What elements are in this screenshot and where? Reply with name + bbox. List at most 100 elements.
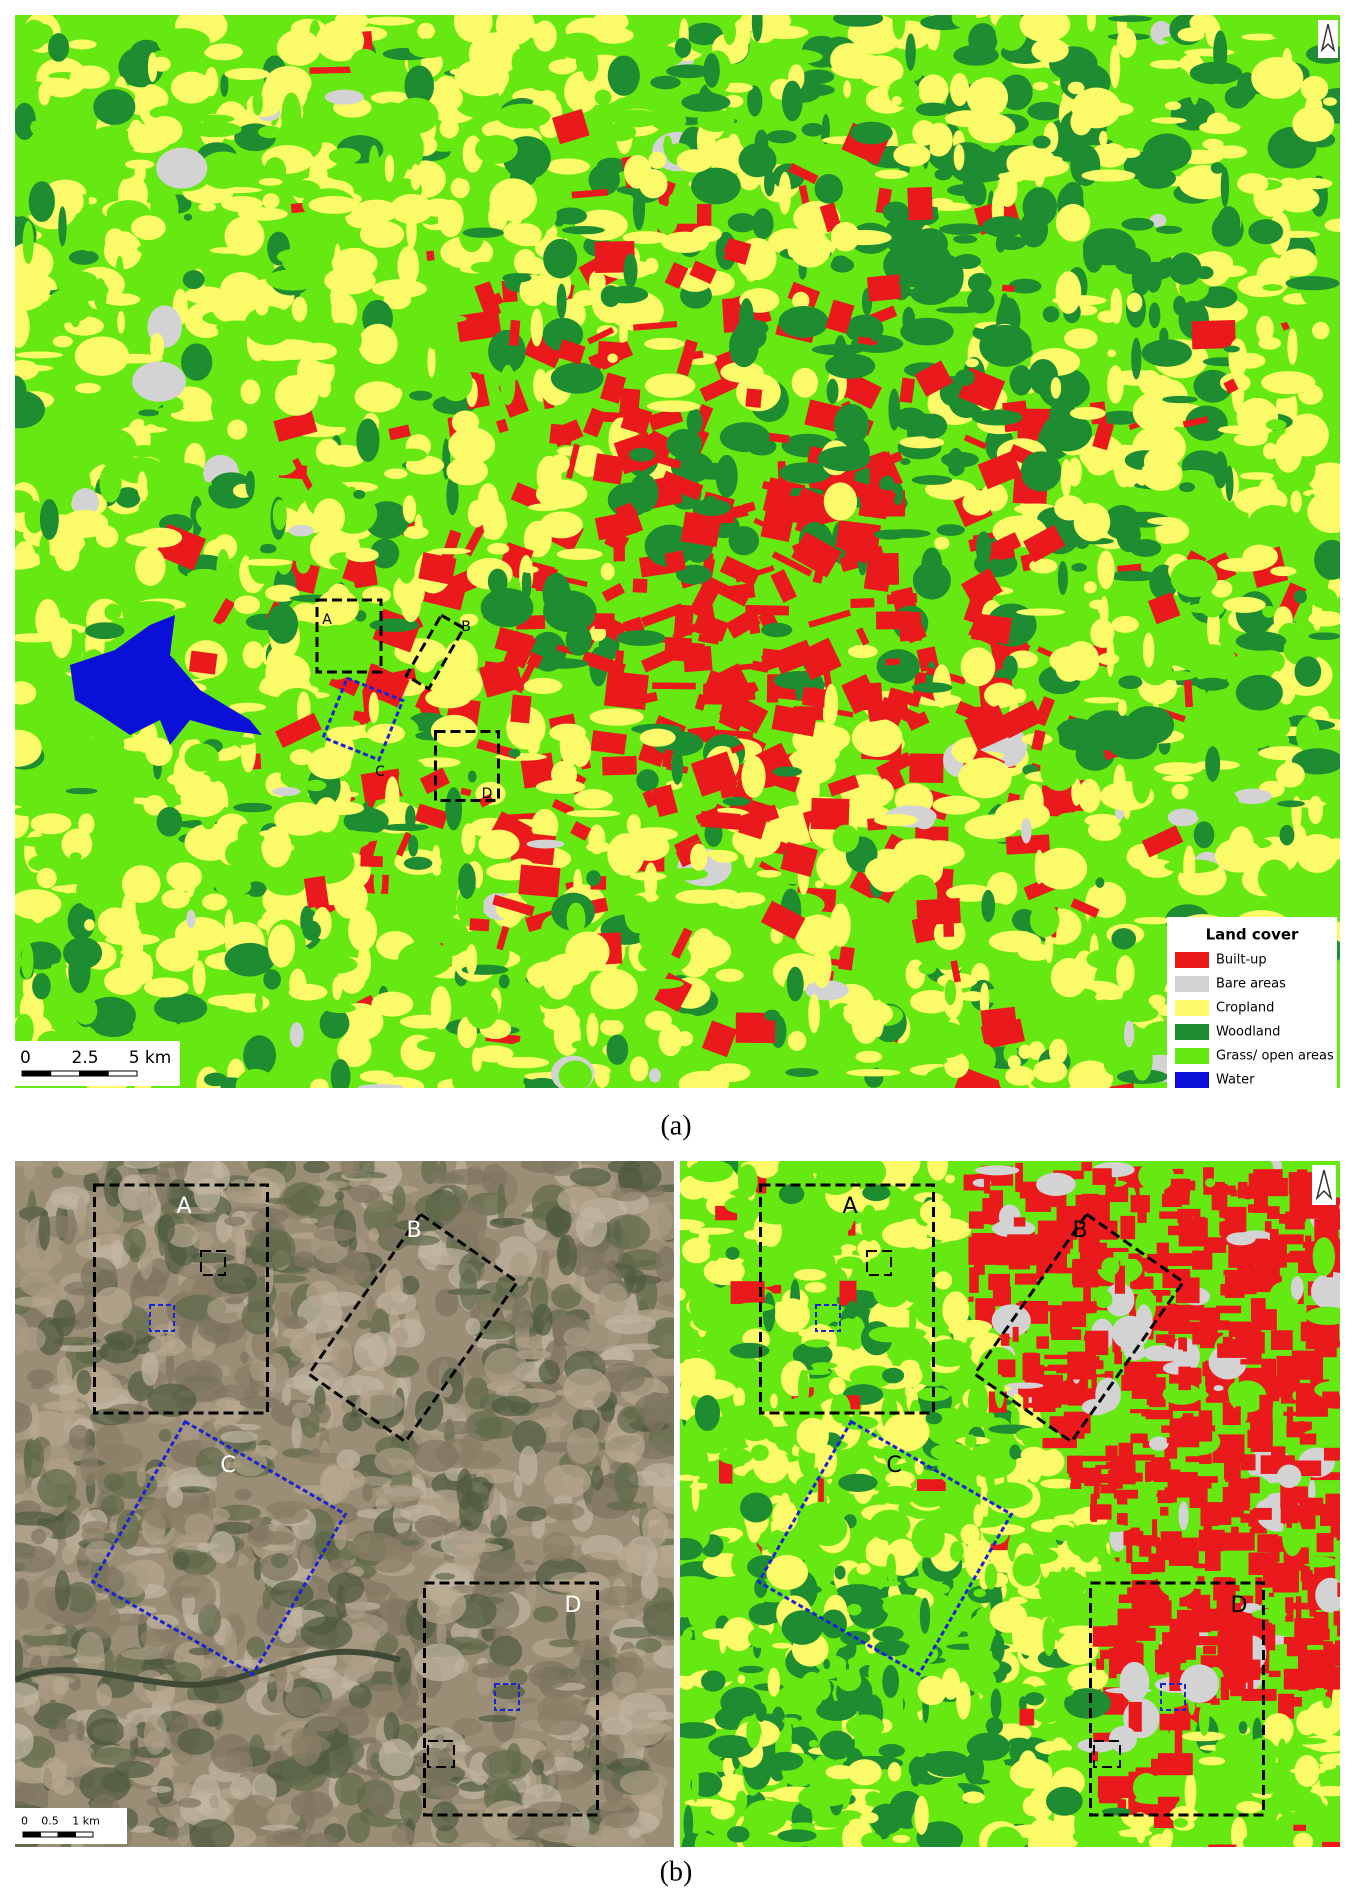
land-patch bbox=[1236, 15, 1266, 25]
ground-patch bbox=[568, 1244, 603, 1278]
land-patch bbox=[691, 225, 722, 243]
land-patch bbox=[328, 147, 361, 165]
ground-patch bbox=[542, 1161, 579, 1177]
land-patch bbox=[414, 514, 423, 539]
land-patch bbox=[202, 1046, 239, 1062]
ground-patch bbox=[601, 1716, 633, 1735]
ground-patch bbox=[566, 1427, 599, 1465]
land-patch bbox=[143, 954, 154, 985]
ground-patch bbox=[106, 1331, 134, 1351]
land-patch bbox=[1133, 916, 1172, 925]
land-patch bbox=[1316, 285, 1335, 324]
ground-patch bbox=[18, 1629, 62, 1637]
land-patch bbox=[128, 119, 145, 149]
ground-patch bbox=[458, 1490, 484, 1532]
ground-patch bbox=[283, 1316, 308, 1330]
land-patch bbox=[918, 74, 949, 107]
ground-patch bbox=[647, 1711, 674, 1721]
land-patch bbox=[565, 624, 592, 656]
ground-patch bbox=[545, 1208, 572, 1238]
land-patch bbox=[1224, 86, 1250, 109]
ground-patch bbox=[103, 1473, 125, 1492]
land-patch bbox=[330, 1059, 351, 1088]
ground-patch bbox=[548, 1639, 581, 1648]
land-patch bbox=[844, 314, 884, 344]
ground-patch bbox=[253, 1559, 262, 1581]
land-patch bbox=[778, 171, 792, 215]
built-up-patch bbox=[515, 392, 524, 403]
land-patch bbox=[1210, 162, 1225, 174]
land-patch bbox=[950, 73, 970, 107]
land-patch bbox=[1296, 1709, 1318, 1736]
land-patch bbox=[387, 959, 404, 996]
ground-patch bbox=[619, 1343, 660, 1350]
land-patch bbox=[15, 452, 26, 464]
built-up-patch bbox=[690, 751, 739, 797]
land-patch bbox=[1021, 817, 1032, 844]
land-patch bbox=[65, 787, 98, 795]
land-patch bbox=[315, 438, 340, 465]
land-patch bbox=[39, 532, 50, 572]
land-patch bbox=[30, 813, 72, 835]
land-patch bbox=[487, 568, 508, 595]
land-patch bbox=[1262, 284, 1283, 291]
built-up-patch bbox=[761, 480, 792, 497]
land-patch bbox=[1279, 824, 1295, 846]
land-patch bbox=[400, 582, 422, 623]
built-up-patch bbox=[292, 457, 314, 491]
land-patch bbox=[145, 424, 158, 433]
built-up-patch bbox=[1091, 1220, 1118, 1240]
built-up-patch bbox=[1092, 420, 1115, 451]
land-patch bbox=[1140, 928, 1172, 971]
land-patch bbox=[1199, 120, 1241, 135]
land-patch bbox=[801, 122, 825, 137]
ground-patch bbox=[518, 1445, 538, 1486]
land-patch bbox=[475, 135, 518, 164]
land-patch bbox=[197, 114, 235, 124]
land-patch bbox=[258, 178, 283, 186]
land-patch bbox=[351, 258, 371, 266]
land-patch bbox=[1083, 581, 1097, 594]
land-patch bbox=[272, 786, 301, 797]
land-patch bbox=[671, 748, 684, 785]
land-patch bbox=[124, 159, 155, 170]
land-patch bbox=[1016, 156, 1070, 177]
land-patch bbox=[531, 808, 559, 843]
built-up-patch bbox=[1203, 1646, 1217, 1655]
built-up-patch bbox=[718, 1460, 733, 1484]
land-patch bbox=[1062, 390, 1075, 428]
ground-patch bbox=[50, 1626, 67, 1635]
land-patch bbox=[1331, 1685, 1340, 1716]
ground-patch bbox=[383, 1712, 400, 1743]
land-patch bbox=[215, 876, 252, 897]
ground-patch bbox=[478, 1714, 517, 1723]
built-up-patch bbox=[594, 613, 615, 630]
land-patch bbox=[526, 732, 541, 755]
land-patch bbox=[401, 329, 421, 371]
land-patch bbox=[131, 215, 166, 241]
land-patch bbox=[1022, 187, 1058, 227]
land-patch bbox=[1192, 518, 1229, 528]
built-up-patch bbox=[682, 645, 713, 673]
built-up-patch bbox=[696, 203, 712, 231]
land-patch bbox=[324, 89, 365, 105]
ground-patch bbox=[471, 1662, 511, 1678]
ground-patch bbox=[604, 1429, 646, 1464]
land-patch bbox=[1126, 292, 1143, 313]
land-patch bbox=[656, 207, 678, 235]
land-patch bbox=[1189, 61, 1243, 85]
land-patch bbox=[632, 186, 646, 231]
land-patch bbox=[616, 630, 666, 646]
ground-patch bbox=[334, 1191, 345, 1201]
ground-patch bbox=[303, 1161, 330, 1174]
built-up-patch bbox=[600, 372, 627, 404]
built-up-patch bbox=[833, 531, 874, 564]
land-patch bbox=[1224, 769, 1256, 784]
land-patch bbox=[370, 538, 400, 569]
ground-patch bbox=[645, 1687, 674, 1696]
land-patch bbox=[439, 118, 459, 139]
ground-patch bbox=[48, 1384, 75, 1395]
land-patch bbox=[900, 458, 911, 466]
land-patch bbox=[76, 161, 121, 179]
land-patch bbox=[15, 541, 35, 568]
